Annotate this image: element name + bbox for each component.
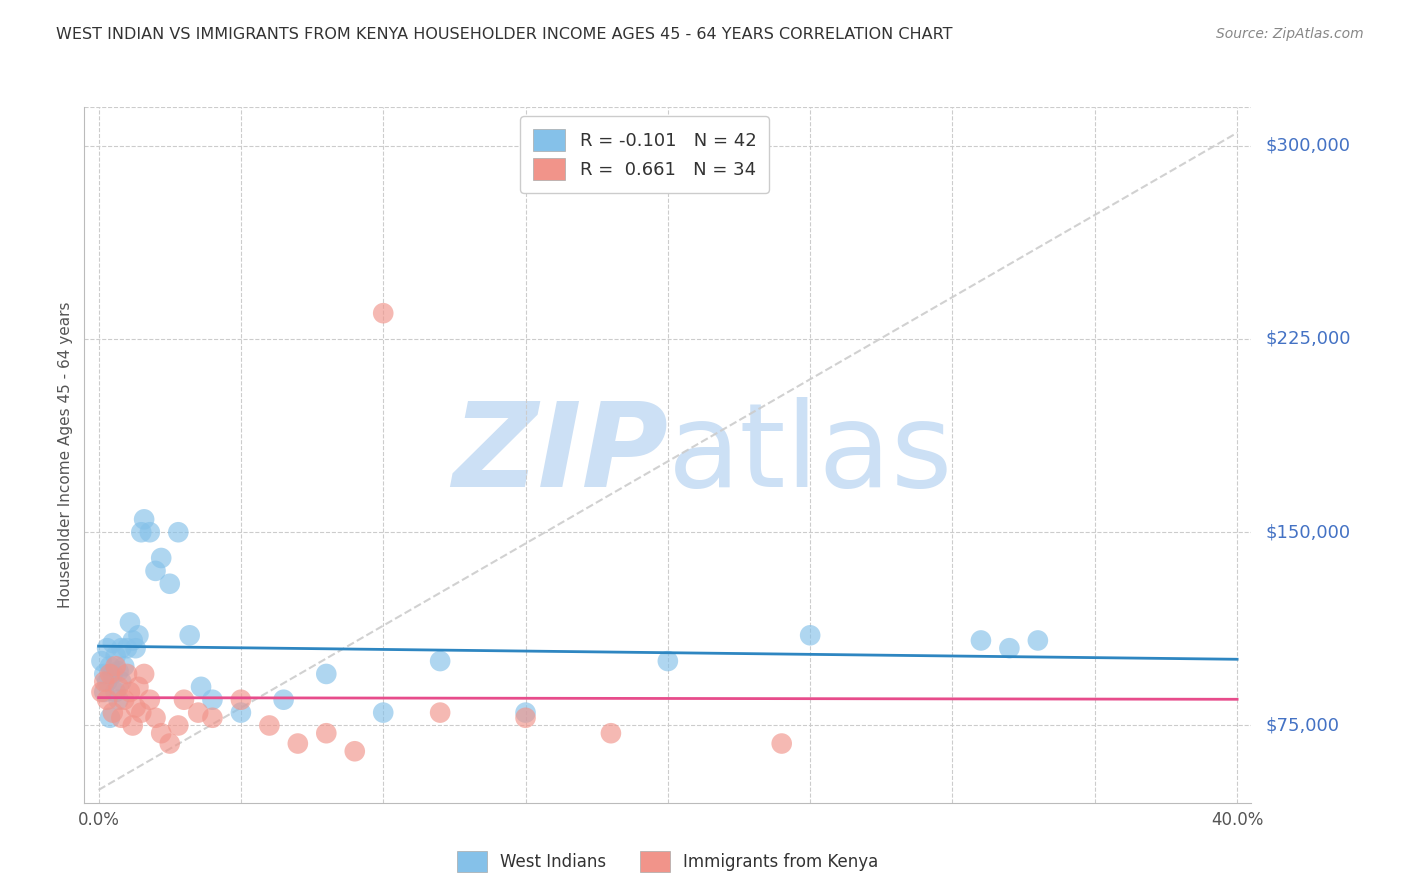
Point (93, 667, 115, 681)
Point (150, 551, 173, 566)
Point (98, 711, 121, 725)
Point (107, 692, 129, 706)
Point (179, 628, 201, 642)
Point (429, 654, 451, 668)
Point (315, 667, 337, 681)
Point (287, 737, 309, 751)
Point (93, 674, 115, 689)
Point (98, 667, 121, 681)
Point (429, 706, 451, 720)
Point (110, 641, 132, 656)
Point (187, 706, 209, 720)
Point (115, 667, 138, 681)
Point (101, 667, 124, 681)
Legend: West Indians, Immigrants from Kenya: West Indians, Immigrants from Kenya (444, 838, 891, 885)
Point (129, 525, 152, 540)
Point (121, 718, 143, 732)
Point (201, 692, 224, 706)
Point (970, 633, 993, 648)
Point (118, 615, 141, 630)
Point (93, 685, 115, 699)
Point (515, 711, 537, 725)
Point (139, 692, 162, 706)
Point (107, 665, 129, 679)
Y-axis label: Householder Income Ages 45 - 64 years: Householder Income Ages 45 - 64 years (58, 301, 73, 608)
Point (229, 692, 252, 706)
Point (121, 633, 143, 648)
Point (112, 692, 135, 706)
Point (159, 576, 181, 591)
Text: $300,000: $300,000 (1265, 136, 1350, 154)
Point (159, 737, 181, 751)
Point (115, 641, 138, 656)
Point (101, 706, 124, 720)
Text: Source: ZipAtlas.com: Source: ZipAtlas.com (1216, 27, 1364, 41)
Point (127, 680, 149, 694)
Point (657, 654, 679, 668)
Point (104, 685, 127, 699)
Point (134, 512, 156, 526)
Point (107, 680, 129, 694)
Point (139, 525, 162, 540)
Point (167, 718, 190, 732)
Point (190, 680, 212, 694)
Point (145, 711, 167, 725)
Point (145, 564, 167, 578)
Point (96, 641, 118, 656)
Point (134, 667, 156, 681)
Text: $150,000: $150,000 (1265, 524, 1351, 541)
Point (110, 674, 132, 689)
Point (770, 737, 793, 751)
Point (229, 706, 252, 720)
Point (98, 659, 121, 673)
Point (373, 706, 395, 720)
Point (124, 700, 146, 714)
Point (101, 636, 124, 650)
Point (373, 306, 395, 320)
Text: ZIP: ZIP (451, 398, 668, 512)
Point (799, 628, 821, 642)
Point (343, 744, 366, 758)
Point (600, 726, 623, 740)
Point (110, 711, 132, 725)
Point (315, 726, 337, 740)
Point (124, 641, 146, 656)
Text: $75,000: $75,000 (1265, 716, 1340, 734)
Point (201, 711, 224, 725)
Point (104, 659, 127, 673)
Point (90, 654, 112, 668)
Point (167, 525, 190, 540)
Point (96, 692, 118, 706)
Point (259, 718, 281, 732)
Point (515, 706, 537, 720)
Point (96, 674, 118, 689)
Point (273, 692, 295, 706)
Text: WEST INDIAN VS IMMIGRANTS FROM KENYA HOUSEHOLDER INCOME AGES 45 - 64 YEARS CORRE: WEST INDIAN VS IMMIGRANTS FROM KENYA HOU… (56, 27, 953, 42)
Point (90, 685, 112, 699)
Point (112, 659, 135, 673)
Point (173, 692, 195, 706)
Point (118, 685, 141, 699)
Text: atlas: atlas (668, 398, 953, 512)
Point (129, 706, 152, 720)
Point (998, 641, 1021, 656)
Point (1026, 633, 1049, 648)
Point (127, 628, 149, 642)
Point (150, 726, 173, 740)
Text: $225,000: $225,000 (1265, 330, 1351, 348)
Point (104, 648, 127, 663)
